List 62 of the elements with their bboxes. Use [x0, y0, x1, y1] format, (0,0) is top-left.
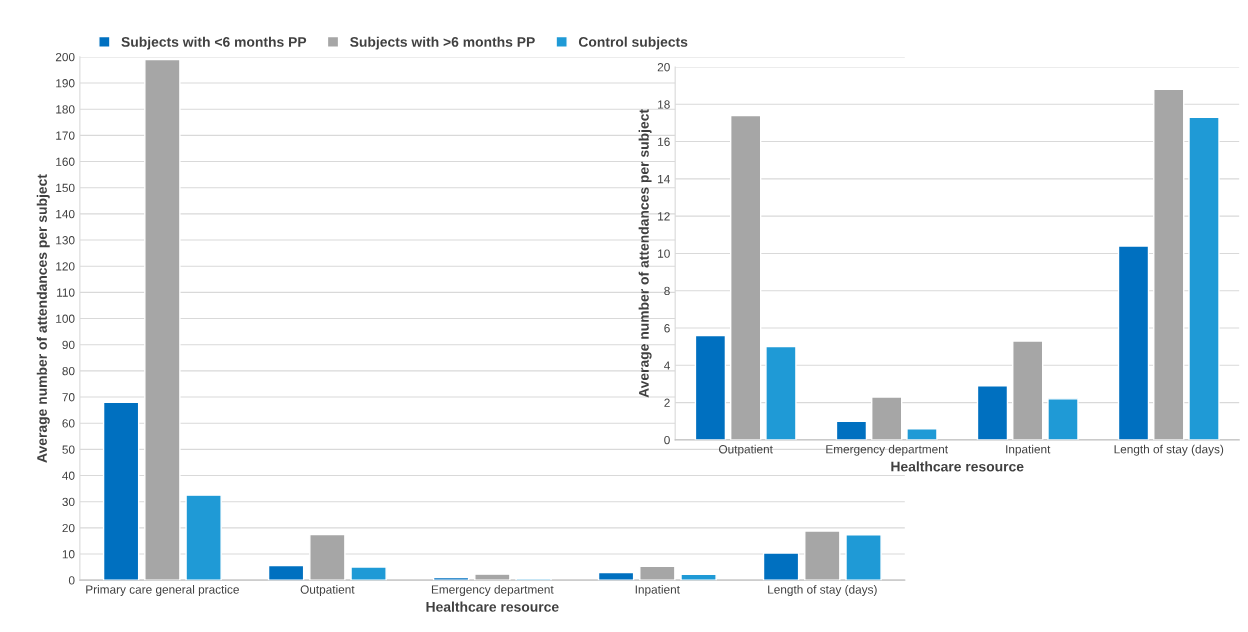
bar — [762, 552, 800, 581]
bar — [680, 573, 717, 581]
bar — [144, 58, 181, 581]
y-tick-label: 100 — [56, 314, 75, 323]
x-axis-title: Healthcare resource — [426, 601, 559, 612]
y-tick-label: 2 — [664, 398, 670, 407]
y-tick-label: 16 — [658, 137, 670, 146]
bar — [267, 564, 305, 581]
y-tick-label: 120 — [56, 262, 75, 271]
y-tick-label: 30 — [62, 497, 75, 507]
bar — [432, 576, 470, 581]
y-tick-label: 160 — [56, 157, 75, 166]
y-tick-label: 130 — [56, 236, 75, 245]
x-tick-label: Emergency department — [826, 444, 948, 456]
y-tick-label: 110 — [57, 288, 75, 297]
bar — [845, 534, 882, 581]
x-tick-label: Outpatient — [719, 444, 773, 456]
y-tick-label: 60 — [62, 419, 75, 428]
y-tick-label: 70 — [62, 393, 75, 402]
y-tick-label: 10 — [658, 249, 670, 258]
y-tick-label: 4 — [664, 361, 670, 370]
legend-label: Subjects with <6 months PP — [121, 36, 307, 50]
x-tick-label: Length of stay (days) — [1114, 444, 1224, 456]
x-tick-label: Length of stay (days) — [768, 585, 877, 597]
y-tick-label: 180 — [56, 105, 75, 114]
bar — [102, 401, 140, 581]
y-tick-label: 18 — [658, 100, 670, 109]
legend-label: Control subjects — [578, 36, 688, 50]
bar — [350, 566, 387, 581]
bar — [309, 533, 346, 581]
y-tick-label: 190 — [56, 79, 75, 88]
x-tick-label: Primary care general practice — [86, 585, 239, 597]
x-axis-title: Healthcare resource — [891, 461, 1024, 472]
y-tick-label: 12 — [658, 212, 670, 221]
y-tick-label: 40 — [62, 471, 75, 480]
x-tick-label: Inpatient — [635, 585, 680, 597]
y-tick-label: 0 — [68, 576, 75, 585]
bar — [597, 571, 635, 581]
x-tick-label: Outpatient — [300, 585, 355, 597]
bar — [639, 565, 676, 581]
y-tick-label: 140 — [56, 209, 75, 219]
bar — [804, 530, 841, 581]
y-tick-label: 150 — [56, 183, 75, 193]
legend-label: Subjects with >6 months PP — [350, 36, 535, 50]
x-tick-label: Inpatient — [1006, 444, 1051, 456]
y-tick-label: 8 — [664, 286, 670, 296]
y-tick-label: 0 — [664, 435, 670, 445]
y-tick-label: 6 — [664, 324, 670, 333]
y-tick-label: 50 — [62, 445, 75, 454]
bar — [185, 494, 222, 581]
y-tick-label: 200 — [55, 52, 75, 62]
bar — [474, 573, 511, 581]
y-tick-label: 80 — [62, 366, 75, 376]
y-tick-label: 10 — [62, 550, 75, 559]
y-tick-label: 20 — [657, 63, 670, 72]
y-axis-title: Average number of attendances per subject — [638, 109, 652, 398]
y-tick-label: 14 — [658, 175, 670, 184]
y-axis-title: Average number of attendances per subject — [36, 174, 50, 463]
x-tick-label: Emergency department — [431, 585, 554, 597]
y-tick-label: 20 — [62, 523, 75, 533]
y-tick-label: 90 — [62, 340, 75, 350]
y-tick-label: 170 — [56, 131, 75, 140]
